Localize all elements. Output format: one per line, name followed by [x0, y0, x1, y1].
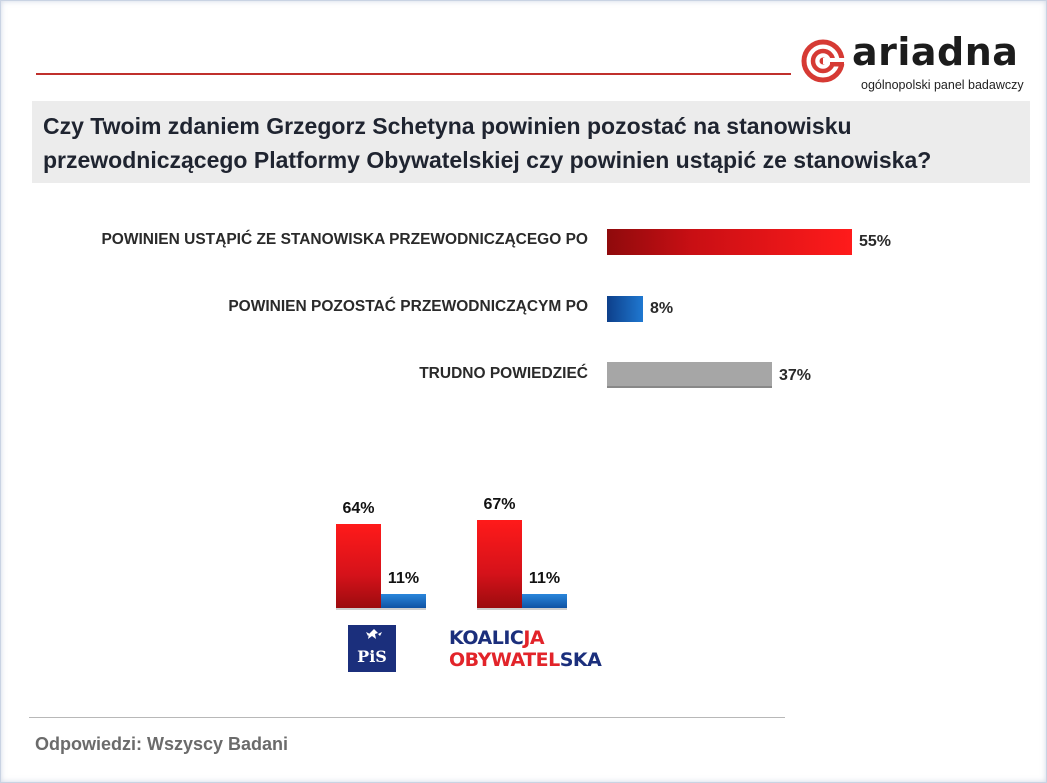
bar-stay — [607, 296, 643, 322]
pis-logo-text: PiS — [357, 647, 387, 666]
question-line-1: Czy Twoim zdaniem Grzegorz Schetyna powi… — [43, 113, 852, 139]
logo-tagline: ogólnopolski panel badawczy — [861, 78, 1024, 92]
bar-pis-resign — [336, 524, 381, 609]
ko-text: OBYWATEL — [449, 649, 560, 671]
value-label: 55% — [859, 233, 892, 250]
bar-pis-stay — [381, 594, 426, 609]
bar-ko-stay — [522, 594, 567, 609]
question-box: Czy Twoim zdaniem Grzegorz Schetyna powi… — [32, 101, 1030, 183]
value-label: 67% — [483, 496, 516, 513]
logo-wordmark: ariadna — [852, 30, 1019, 74]
category-label: POWINIEN POZOSTAĆ PRZEWODNICZĄCYM PO — [228, 298, 588, 315]
category-label: POWINIEN USTĄPIĆ ZE STANOWISKA PRZEWODNI… — [101, 231, 588, 248]
axis-baseline — [336, 608, 426, 610]
ariadna-logo: ariadna ogólnopolski panel badawczy — [800, 30, 1030, 98]
bar-resign — [607, 229, 852, 255]
question-line-2: przewodniczącego Platformy Obywatelskiej… — [43, 147, 932, 173]
category-label: TRUDNO POWIEDZIEĆ — [419, 365, 588, 382]
ko-text: JA — [523, 627, 545, 649]
value-label: 37% — [779, 367, 812, 384]
header-divider — [36, 73, 791, 75]
eagle-icon — [366, 629, 382, 639]
value-label: 11% — [387, 570, 420, 587]
pis-logo: PiS — [348, 625, 396, 672]
ko-line-2: OBYWATELSKA — [449, 649, 619, 671]
ko-logo: KOALICJA OBYWATELSKA — [449, 627, 619, 671]
axis-baseline — [477, 608, 567, 610]
value-label: 11% — [528, 570, 561, 587]
bar-hard-to-say — [607, 362, 772, 388]
value-label: 8% — [650, 300, 674, 317]
ko-text: KOALIC — [449, 627, 524, 649]
value-label: 64% — [342, 500, 375, 517]
footer-divider — [29, 717, 785, 718]
bar-ko-resign — [477, 520, 522, 609]
ko-line-1: KOALICJA — [449, 627, 619, 649]
ariadna-spiral-icon — [801, 39, 845, 83]
footer-note: Odpowiedzi: Wszyscy Badani — [35, 734, 289, 754]
ko-text: SKA — [559, 649, 602, 671]
